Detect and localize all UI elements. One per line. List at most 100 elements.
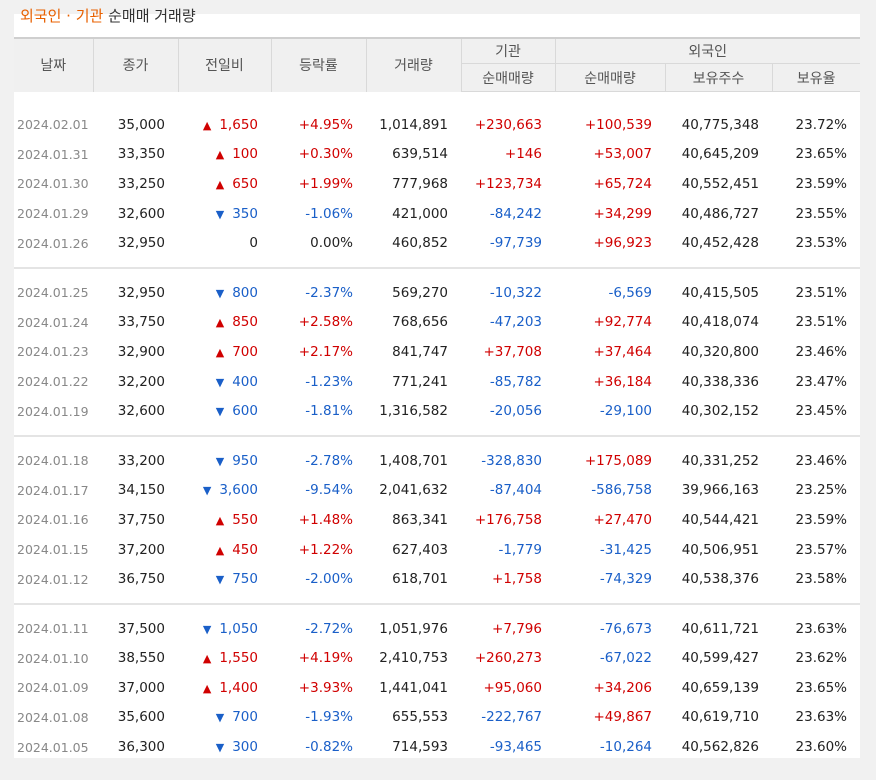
cell-institution-net: -47,203 xyxy=(489,314,542,331)
triangle-up-icon: ▲ xyxy=(215,177,225,191)
cell-foreign-net: +27,470 xyxy=(593,511,652,528)
title-foreign-institution: 외국인 · 기관 xyxy=(20,7,104,25)
cell-rate: -2.00% xyxy=(305,571,353,588)
cell-institution-net: -20,056 xyxy=(489,403,542,420)
change-value: 300 xyxy=(232,739,258,756)
cell-foreign-holdings: 40,320,800 xyxy=(681,343,759,360)
cell-foreign-ratio: 23.57% xyxy=(795,541,847,558)
cell-close: 36,300 xyxy=(117,739,165,756)
cell-foreign-ratio: 23.46% xyxy=(795,452,847,469)
header-foreign-holdings: 보유주수 xyxy=(664,63,772,92)
change-value: 1,550 xyxy=(219,650,258,667)
cell-foreign-ratio: 23.51% xyxy=(795,314,847,331)
cell-institution-net: -85,782 xyxy=(489,373,542,390)
triangle-down-icon: ▼ xyxy=(202,484,212,498)
cell-change: ▼ 350 xyxy=(178,199,271,229)
cell-volume: 460,852 xyxy=(392,235,448,252)
cell-rate: -1.23% xyxy=(305,373,353,390)
cell-foreign-holdings: 40,645,209 xyxy=(681,146,759,163)
cell-foreign-holdings: 40,599,427 xyxy=(681,650,759,667)
cell-volume: 421,000 xyxy=(392,205,448,222)
cell-change: ▼ 950 xyxy=(178,446,271,476)
cell-date: 2024.01.19 xyxy=(17,403,89,419)
triangle-down-icon: ▼ xyxy=(215,454,225,468)
cell-foreign-ratio: 23.59% xyxy=(795,511,847,528)
cell-foreign-ratio: 23.53% xyxy=(795,235,847,252)
header-change: 전일비 xyxy=(177,37,271,92)
cell-date: 2024.01.26 xyxy=(17,235,89,251)
cell-foreign-holdings: 40,538,376 xyxy=(681,571,759,588)
change-value: 3,600 xyxy=(219,482,258,499)
cell-foreign-net: -6,569 xyxy=(608,284,652,301)
change-value: 100 xyxy=(232,146,258,163)
divider-line xyxy=(14,266,860,269)
cell-foreign-ratio: 23.55% xyxy=(795,205,847,222)
triangle-down-icon: ▼ xyxy=(215,375,225,389)
group-divider xyxy=(14,258,860,278)
change-value: 600 xyxy=(232,403,258,420)
cell-rate: -2.72% xyxy=(305,620,353,637)
cell-foreign-net: +175,089 xyxy=(584,452,652,469)
change-value: 700 xyxy=(232,709,258,726)
cell-foreign-ratio: 23.65% xyxy=(795,679,847,696)
table-row: 2024.01.18 33,200 ▼ 950 -2.78% 1,408,701 -328,… xyxy=(14,446,860,476)
cell-foreign-net: +100,539 xyxy=(584,116,652,133)
cell-foreign-ratio: 23.62% xyxy=(795,650,847,667)
change-value: 650 xyxy=(232,175,258,192)
table-row: 2024.01.10 38,550 ▲ 1,550 +4.19% 2,410,753 +26… xyxy=(14,644,860,674)
cell-foreign-net: -10,264 xyxy=(599,739,652,756)
cell-change: ▼ 1,050 xyxy=(178,614,271,644)
cell-rate: -0.82% xyxy=(305,739,353,756)
cell-foreign-holdings: 40,562,826 xyxy=(681,739,759,756)
cell-close: 36,750 xyxy=(117,571,165,588)
triangle-up-icon: ▲ xyxy=(202,118,212,132)
cell-date: 2024.01.11 xyxy=(17,621,89,637)
table-row: 2024.01.22 32,200 ▼ 400 -1.23% 771,241 -85,782… xyxy=(14,367,860,397)
table-row: 2024.01.25 32,950 ▼ 800 -2.37% 569,270 -10,322… xyxy=(14,278,860,308)
cell-close: 37,750 xyxy=(117,511,165,528)
cell-date: 2024.01.17 xyxy=(17,482,89,498)
cell-foreign-net: -29,100 xyxy=(599,403,652,420)
cell-volume: 2,041,632 xyxy=(379,482,448,499)
cell-institution-net: +176,758 xyxy=(474,511,542,528)
cell-date: 2024.01.25 xyxy=(17,285,89,301)
table-row: 2024.01.31 33,350 ▲ 100 +0.30% 639,514 +146 +53… xyxy=(14,140,860,170)
table-row: 2024.01.29 32,600 ▼ 350 -1.06% 421,000 -84,242… xyxy=(14,199,860,229)
cell-rate: +4.95% xyxy=(298,116,353,133)
cell-volume: 777,968 xyxy=(392,175,448,192)
cell-foreign-ratio: 23.63% xyxy=(795,620,847,637)
cell-volume: 1,441,041 xyxy=(379,679,448,696)
table-row: 2024.01.17 34,150 ▼ 3,600 -9.54% 2,041,632 -87… xyxy=(14,476,860,506)
cell-rate: +1.22% xyxy=(298,541,353,558)
cell-close: 32,600 xyxy=(117,205,165,222)
table-row: 2024.02.01 35,000 ▲ 1,650 +4.95% 1,014,891 +23… xyxy=(14,110,860,140)
cell-foreign-net: +34,206 xyxy=(593,679,652,696)
change-value: 700 xyxy=(232,343,258,360)
cell-change: 0 xyxy=(178,228,271,258)
cell-close: 38,550 xyxy=(117,650,165,667)
cell-foreign-holdings: 39,966,163 xyxy=(681,482,759,499)
cell-close: 33,350 xyxy=(117,146,165,163)
cell-date: 2024.01.18 xyxy=(17,453,89,469)
cell-volume: 1,408,701 xyxy=(379,452,448,469)
table-body: 2024.02.01 35,000 ▲ 1,650 +4.95% 1,014,891 +23… xyxy=(14,92,860,780)
cell-foreign-ratio: 23.45% xyxy=(795,403,847,420)
table-row: 2024.01.26 32,950 0 0.00% 460,852 -97,739 +96,… xyxy=(14,228,860,258)
cell-volume: 639,514 xyxy=(392,146,448,163)
cell-institution-net: -97,739 xyxy=(489,235,542,252)
cell-foreign-net: +34,299 xyxy=(593,205,652,222)
cell-change: ▲ 650 xyxy=(178,169,271,199)
cell-date: 2024.02.01 xyxy=(17,117,89,133)
cell-institution-net: +1,758 xyxy=(492,571,542,588)
cell-institution-net: +230,663 xyxy=(474,116,542,133)
table-row: 2024.01.12 36,750 ▼ 750 -2.00% 618,701 +1,758 -… xyxy=(14,564,860,594)
cell-foreign-net: +65,724 xyxy=(593,175,652,192)
cell-foreign-holdings: 40,506,951 xyxy=(681,541,759,558)
cell-volume: 768,656 xyxy=(392,314,448,331)
cell-institution-net: -84,242 xyxy=(489,205,542,222)
cell-close: 37,000 xyxy=(117,679,165,696)
triangle-up-icon: ▲ xyxy=(215,316,225,330)
cell-foreign-net: +36,184 xyxy=(593,373,652,390)
cell-foreign-holdings: 40,338,336 xyxy=(681,373,759,390)
triangle-up-icon: ▲ xyxy=(215,148,225,162)
